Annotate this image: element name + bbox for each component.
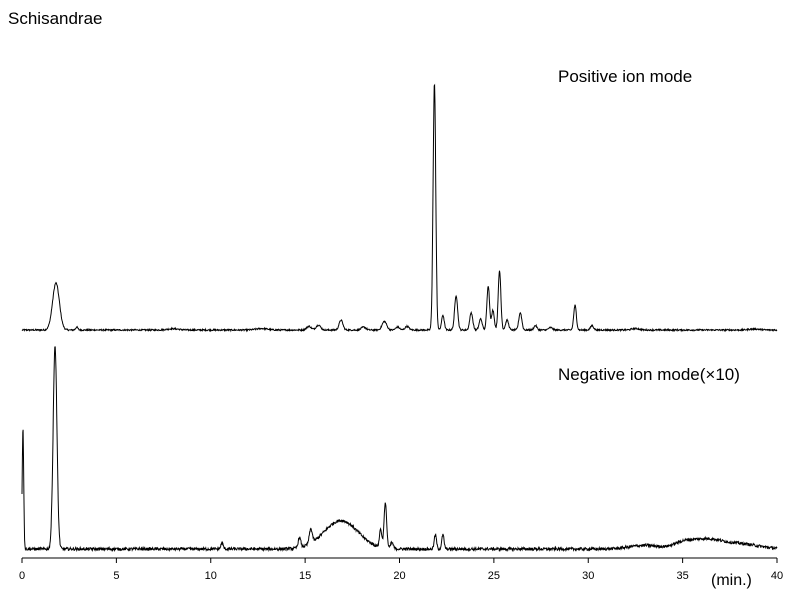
negative-mode-label: Negative ion mode(×10): [558, 365, 740, 384]
x-tick-label: 5: [113, 570, 119, 582]
x-tick-label: 25: [488, 570, 500, 582]
x-tick-label: 35: [677, 570, 689, 582]
x-tick-label: 15: [299, 570, 311, 582]
positive-mode-label: Positive ion mode: [558, 67, 692, 86]
x-tick-label: 10: [205, 570, 217, 582]
x-axis-unit: (min.): [711, 572, 752, 589]
chart-title: Schisandrae: [8, 9, 103, 28]
x-tick-label: 30: [582, 570, 594, 582]
negative-ion-trace: [21, 346, 778, 553]
positive-ion-trace: [21, 83, 778, 333]
x-tick-label: 0: [19, 570, 25, 582]
x-tick-label: 40: [771, 570, 783, 582]
x-tick-label: 20: [393, 570, 405, 582]
